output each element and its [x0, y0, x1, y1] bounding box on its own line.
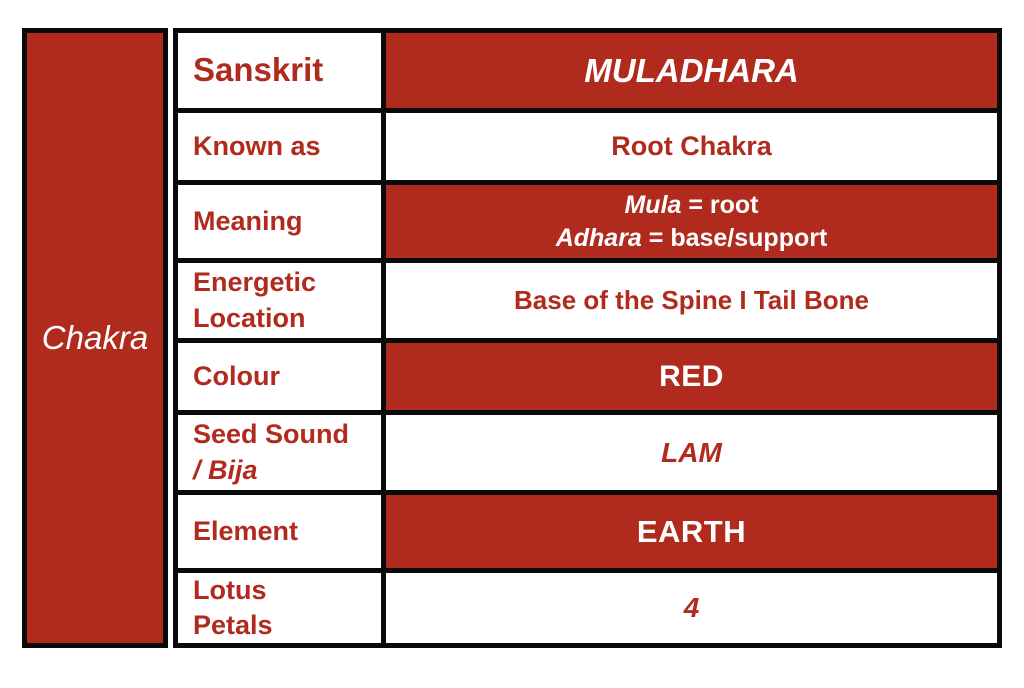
label-seed-sound: Seed Sound / Bija: [173, 410, 386, 495]
label-lotus-petals: Lotus Petals: [173, 568, 386, 648]
value-known-as: Root Chakra: [381, 108, 1002, 185]
value-colour: RED: [381, 338, 1002, 415]
value-energetic-location: Base of the Spine I Tail Bone: [381, 258, 1002, 343]
meaning-line-2: Adhara = base/support: [555, 223, 828, 252]
value-meaning: Mula = root Adhara = base/support: [381, 180, 1002, 263]
label-colour: Colour: [173, 338, 386, 415]
value-seed-sound: LAM: [381, 410, 1002, 495]
label-known-as: Known as: [173, 108, 386, 185]
corner-label: Chakra: [41, 319, 149, 356]
meaning-text: Mula = root Adhara = base/support: [556, 189, 828, 255]
value-sanskrit: MULADHARA: [381, 28, 1002, 113]
value-lotus-petals: 4: [381, 568, 1002, 648]
chakra-table: Chakra Sanskrit MULADHARA Known as Root …: [22, 28, 1002, 648]
meaning-line-1: Mula = root: [624, 190, 759, 219]
seed-sound-label-text: Seed Sound / Bija: [193, 419, 350, 485]
value-element: EARTH: [381, 490, 1002, 573]
label-meaning: Meaning: [173, 180, 386, 263]
label-energetic-location: Energetic Location: [173, 258, 386, 343]
label-sanskrit: Sanskrit: [173, 28, 386, 113]
corner-cell-chakra: Chakra: [22, 28, 168, 648]
label-element: Element: [173, 490, 386, 573]
